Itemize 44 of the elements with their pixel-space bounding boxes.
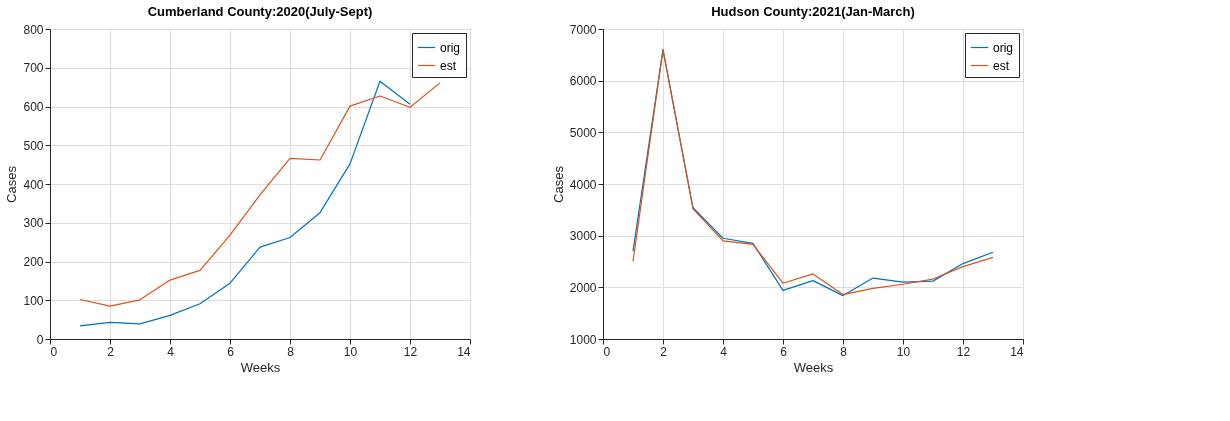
x-tick-label: 2	[660, 344, 668, 359]
y-tick-label: 600	[23, 100, 44, 114]
x-tick-label: 0	[50, 344, 58, 359]
y-tick-label: 500	[23, 138, 44, 153]
legend-label: est	[440, 58, 457, 73]
y-tick-label: 7000	[569, 22, 597, 37]
y-tick-label: 400	[23, 177, 44, 192]
y-tick-label: 1000	[569, 332, 597, 347]
x-axis-title: Weeks	[240, 359, 281, 375]
x-tick-label: 6	[780, 344, 788, 359]
x-tick-label: 4	[167, 344, 175, 359]
legend-label: orig	[993, 40, 1014, 55]
y-axis-title: Cases	[550, 165, 566, 203]
line-series	[79, 82, 441, 307]
y-tick-label: 100	[23, 293, 44, 308]
x-tick-label: 2	[107, 344, 115, 359]
x-tick-label: 10	[343, 344, 358, 359]
x-tick-label: 8	[840, 344, 848, 359]
y-tick-label: 200	[23, 255, 44, 269]
y-tick-label: 800	[23, 22, 44, 37]
x-tick-label: 12	[956, 344, 971, 359]
chart-title: Hudson County:2021(Jan-March)	[711, 4, 915, 19]
x-axis-title: Weeks	[793, 359, 834, 375]
line-series	[79, 80, 411, 327]
x-tick-label: 8	[287, 344, 295, 359]
y-tick-label: 6000	[569, 74, 597, 89]
chart-title: Cumberland County:2020(July-Sept)	[147, 4, 373, 19]
legend-label: est	[993, 58, 1010, 73]
y-tick-label: 0	[36, 332, 44, 347]
x-tick-label: 14	[1010, 344, 1024, 359]
x-tick-label: 6	[227, 344, 235, 359]
x-tick-label: 4	[720, 344, 728, 359]
x-tick-label: 10	[896, 344, 911, 359]
y-tick-label: 5000	[569, 125, 597, 140]
x-tick-label: 12	[403, 344, 418, 359]
legend-label: orig	[440, 40, 461, 55]
y-tick-label: 2000	[569, 280, 597, 295]
y-tick-label: 4000	[569, 177, 597, 192]
y-axis-title: Cases	[4, 165, 20, 203]
y-tick-label: 3000	[569, 229, 597, 244]
x-tick-label: 0	[603, 344, 611, 359]
y-tick-label: 300	[23, 216, 44, 231]
y-tick-label: 700	[23, 61, 44, 76]
x-tick-label: 14	[457, 344, 471, 359]
